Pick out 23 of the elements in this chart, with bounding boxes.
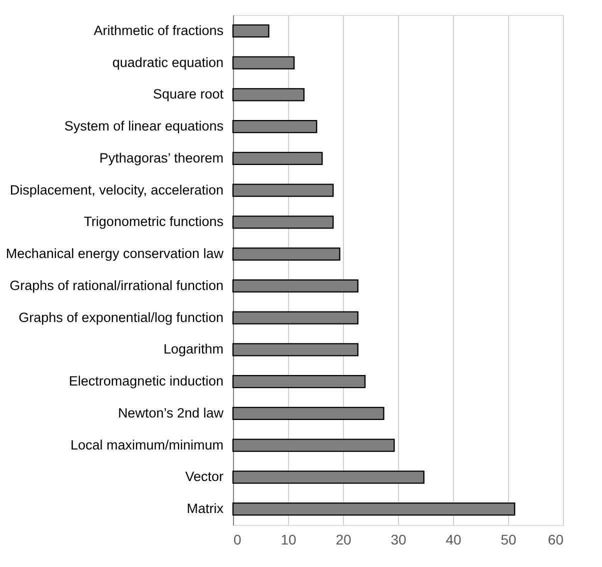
y-tick-label: Electromagnetic induction (68, 374, 224, 389)
y-tick-label: Matrix (186, 501, 224, 516)
y-tick-label: Graphs of rational/irrational function (10, 278, 224, 293)
y-tick-label: Arithmetic of fractions (94, 22, 224, 38)
y-tick-label: quadratic equation (112, 54, 224, 70)
x-tick-label: 20 (336, 532, 352, 548)
x-tick-label: 0 (234, 532, 242, 548)
y-tick-label: Displacement, velocity, acceleration (10, 182, 224, 198)
x-tick-label: 10 (280, 532, 296, 548)
y-tick-label: Graphs of exponential/log function (18, 310, 224, 325)
x-tick-label: 60 (548, 532, 564, 548)
y-tick-label: Pythagoras’ theorem (99, 150, 224, 166)
y-tick-label: Vector (185, 469, 224, 484)
y-tick-label: Newton’s 2nd law (118, 405, 224, 420)
y-tick-label: Mechanical energy conservation law (6, 246, 224, 262)
y-tick-label: Logarithm (163, 342, 224, 357)
y-tick-label: Local maximum/minimum (70, 437, 224, 452)
y-tick-label: System of linear equations (64, 118, 224, 134)
x-tick-label: 50 (500, 532, 516, 548)
x-tick-label: 30 (390, 532, 406, 548)
x-tick-label: 40 (446, 532, 462, 548)
y-tick-label: Trigonometric functions (84, 214, 224, 230)
y-tick-label: Square root (152, 86, 224, 102)
